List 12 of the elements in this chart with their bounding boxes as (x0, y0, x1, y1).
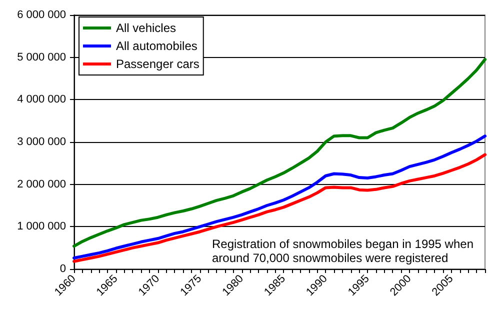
legend-label: All automobiles (116, 39, 198, 53)
legend-label: All vehicles (116, 21, 176, 35)
annotation: Registration of snowmobiles began in 1995 when around 70,000 snowmobiles were registered (212, 237, 477, 265)
y-tick-label: 2 000 000 (17, 178, 66, 190)
y-tick-label: 6 000 000 (17, 9, 66, 21)
y-tick-label: 5 000 000 (17, 51, 66, 64)
y-tick-label: 0 (60, 263, 66, 275)
y-tick-label: 4 000 000 (17, 94, 66, 106)
legend-label: Passenger cars (116, 57, 200, 71)
y-tick-label: 3 000 000 (17, 136, 66, 148)
y-tick-label: 1 000 000 (17, 220, 66, 233)
line-series (72, 153, 486, 263)
